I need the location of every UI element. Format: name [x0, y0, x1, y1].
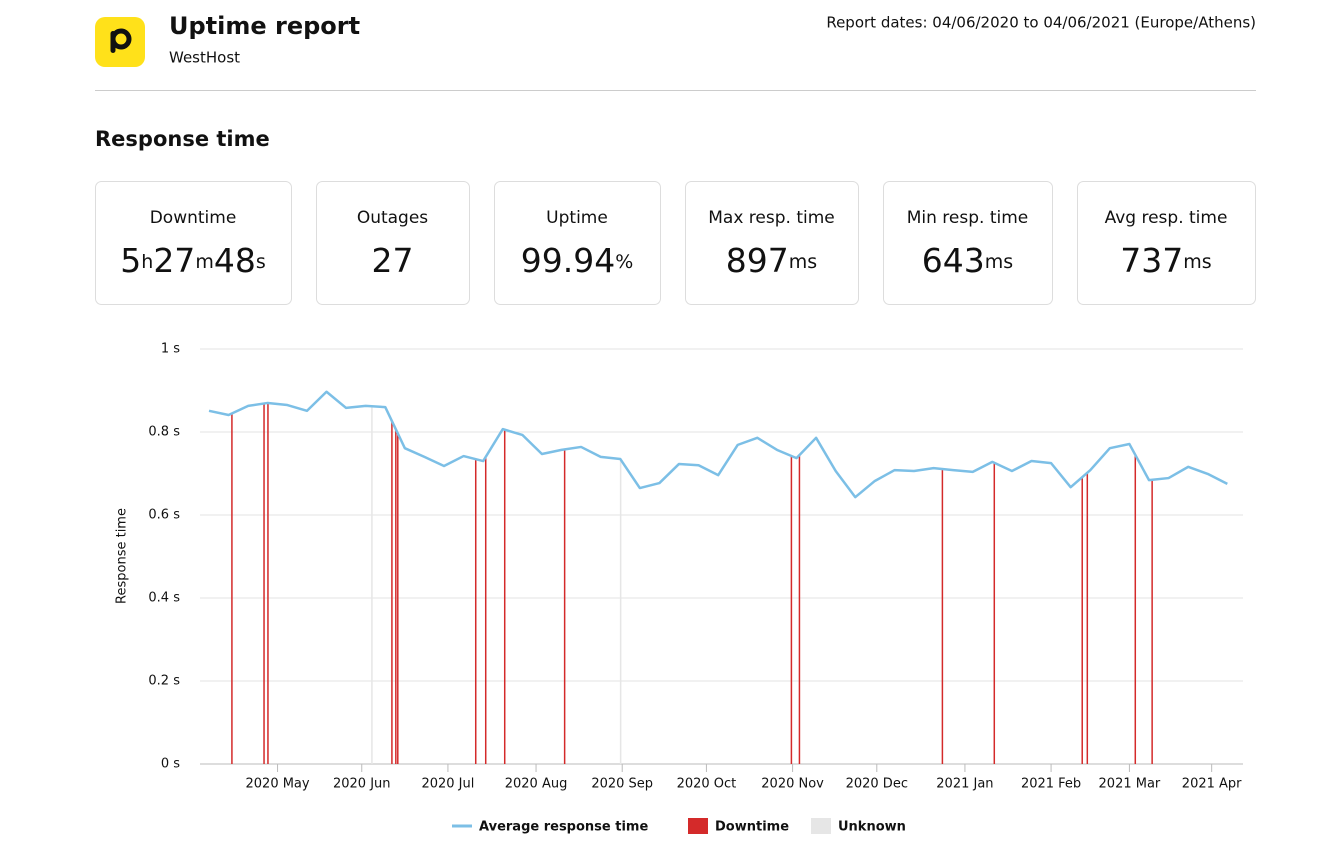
legend-swatch — [688, 818, 708, 834]
stat-card — [883, 181, 1053, 305]
stat-value: 99.94% — [521, 241, 634, 280]
x-tick-label: 2020 Sep — [591, 777, 653, 792]
stat-label: Avg resp. time — [1105, 208, 1228, 228]
x-tick-label: 2020 May — [246, 777, 310, 792]
title: Uptime report — [169, 12, 360, 40]
stat-label: Min resp. time — [907, 208, 1029, 228]
stat-number: 897 — [726, 241, 789, 280]
stats: Downtime5h27m48sOutages27Uptime99.94%Max… — [95, 181, 1256, 305]
stat-value: 5h27m48s — [120, 241, 265, 280]
x-tick-label: 2020 Jun — [333, 777, 391, 792]
stat-unit: m — [195, 251, 214, 273]
legend-label: Unknown — [838, 820, 906, 835]
stat-card — [1077, 181, 1256, 305]
stat-number: 48 — [214, 241, 256, 280]
stat-card — [494, 181, 661, 305]
stat-unit: ms — [985, 251, 1013, 273]
stat-unit: s — [256, 251, 266, 273]
stat-label: Downtime — [150, 208, 237, 228]
x-tick-label: 2021 Feb — [1021, 777, 1081, 792]
stat-unit: h — [141, 251, 153, 273]
y-tick-label: 0.8 s — [148, 425, 180, 440]
legend-label: Downtime — [715, 820, 789, 835]
stat-unit: ms — [789, 251, 817, 273]
y-tick-label: 1 s — [161, 342, 180, 357]
x-tick-label: 2021 Apr — [1182, 777, 1242, 792]
x-tick-label: 2020 Nov — [761, 777, 824, 792]
stat-number: 99.94 — [521, 241, 615, 280]
stat-card — [95, 181, 292, 305]
response-line — [208, 390, 1228, 499]
y-tick-label: 0.2 s — [148, 674, 180, 689]
chart: Response time 0 s 0.2 s 0.4 s 0.6 s 0.8 s 1 s… — [115, 342, 1243, 835]
y-tick-label: 0 s — [161, 757, 180, 772]
stat-value: 737ms — [1120, 241, 1211, 280]
x-tick-label: 2020 Dec — [846, 777, 908, 792]
stat-label: Max resp. time — [708, 208, 835, 228]
x-tick-label: 2021 Jan — [936, 777, 993, 792]
stat-value: 643ms — [922, 241, 1013, 280]
stat-number: 27 — [372, 241, 414, 280]
x-tick-label: 2020 Jul — [421, 777, 474, 792]
x-tick-label: 2021 Mar — [1099, 777, 1161, 792]
stat-value: 27 — [372, 241, 414, 280]
stat-number: 5 — [120, 241, 141, 280]
stat-card — [316, 181, 470, 305]
section-title: Response time — [95, 127, 270, 151]
x-tick-label: 2020 Oct — [677, 777, 737, 792]
stat-card — [685, 181, 859, 305]
legend-swatch — [811, 818, 831, 834]
y-tick-label: 0.6 s — [148, 508, 180, 523]
report-dates: Report dates: 04/06/2020 to 04/06/2021 (… — [826, 14, 1256, 32]
legend-label: Average response time — [479, 820, 648, 835]
stat-unit: ms — [1183, 251, 1211, 273]
stat-number: 737 — [1120, 241, 1183, 280]
x-tick-label: 2020 Aug — [505, 777, 568, 792]
stat-number: 27 — [153, 241, 195, 280]
stat-number: 643 — [922, 241, 985, 280]
stat-value: 897ms — [726, 241, 817, 280]
stat-unit: % — [615, 251, 633, 273]
stat-label: Uptime — [546, 208, 608, 228]
y-axis-label: Response time — [115, 508, 130, 604]
subtitle: WestHost — [169, 49, 240, 67]
y-tick-label: 0.4 s — [148, 591, 180, 606]
logo — [95, 17, 145, 67]
stat-label: Outages — [357, 208, 428, 228]
